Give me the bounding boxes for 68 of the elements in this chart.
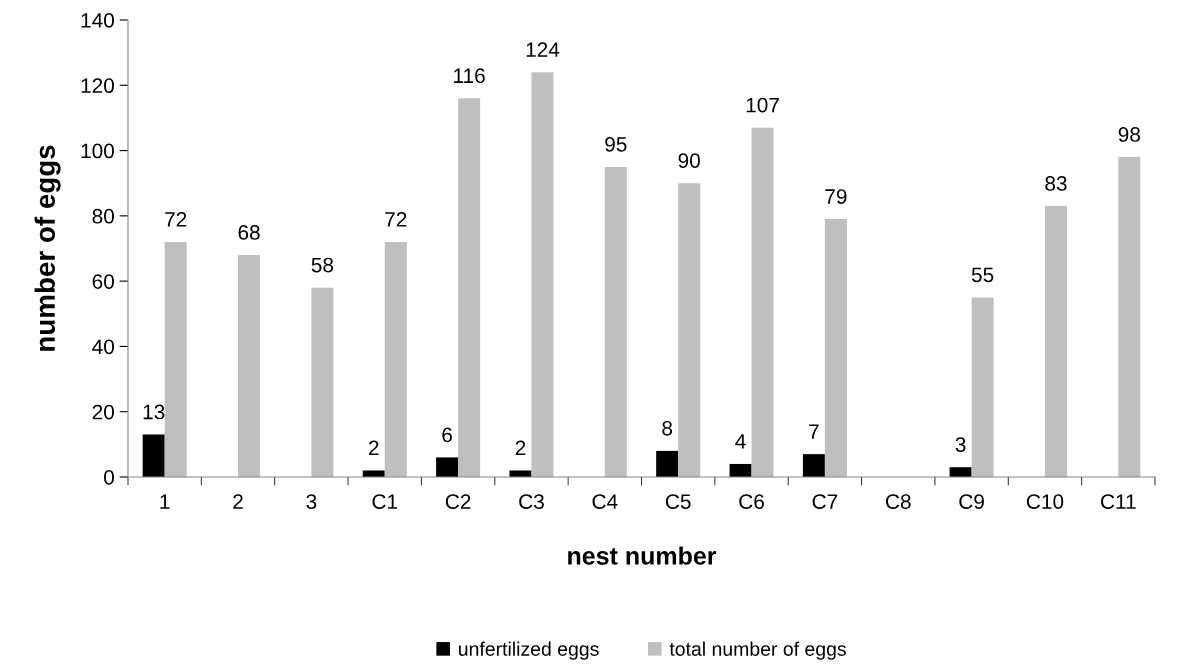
- bar: [311, 287, 334, 477]
- data-label: 55: [971, 267, 994, 283]
- x-tick-label: C6: [739, 494, 764, 509]
- bar: [1044, 206, 1067, 477]
- data-label: 72: [165, 211, 187, 227]
- x-tick-label: C9: [959, 494, 984, 509]
- y-tick-label: 80: [92, 208, 114, 224]
- bar: [678, 183, 701, 477]
- bar: [509, 470, 532, 477]
- data-label: 107: [746, 97, 779, 113]
- bar: [604, 166, 627, 477]
- bar: [164, 241, 187, 477]
- bar: [458, 98, 481, 477]
- bar: [802, 454, 825, 477]
- data-label: 72: [385, 211, 407, 227]
- bar: [384, 241, 407, 477]
- data-label: 2: [369, 440, 379, 456]
- y-tick-label: 120: [81, 78, 114, 94]
- data-label: 116: [454, 68, 485, 84]
- bar: [531, 72, 554, 477]
- bar: [824, 219, 847, 477]
- data-label: 4: [735, 434, 746, 449]
- x-tick-label: C1: [372, 494, 398, 509]
- x-tick-label: 2: [233, 494, 243, 509]
- x-tick-label: 1: [160, 494, 170, 509]
- x-tick-label: C8: [885, 494, 911, 509]
- y-tick-label: 140: [81, 13, 114, 28]
- data-label: 58: [311, 257, 334, 273]
- data-label: 98: [1118, 127, 1141, 142]
- x-tick-label: C3: [519, 494, 544, 509]
- data-label: 79: [825, 189, 847, 204]
- x-tick-label: 3: [306, 494, 317, 509]
- data-label: 7: [809, 424, 819, 439]
- data-label: 83: [1045, 176, 1067, 191]
- x-tick-label: C7: [812, 494, 838, 509]
- data-label: 124: [526, 42, 560, 57]
- y-tick-label: 20: [92, 404, 114, 420]
- bar: [971, 297, 994, 477]
- data-label: 8: [662, 420, 673, 436]
- bar: [1118, 157, 1141, 477]
- x-tick-label: C5: [665, 494, 691, 509]
- y-tick-label: 0: [104, 470, 114, 485]
- data-label: 95: [605, 136, 627, 152]
- bar: [362, 470, 385, 477]
- y-tick-label: 100: [81, 143, 114, 159]
- bar: [238, 255, 261, 477]
- data-label: 2: [515, 440, 526, 456]
- bar: [436, 457, 459, 477]
- bar: [142, 434, 165, 477]
- legend-label: total number of eggs: [669, 641, 846, 660]
- legend-label: unfertilized eggs: [459, 641, 599, 660]
- y-axis-title: number of eggs: [34, 145, 61, 351]
- x-tick-label: C4: [592, 494, 618, 509]
- data-label: 90: [678, 153, 700, 168]
- y-tick-label: 60: [92, 274, 114, 289]
- bar: [729, 463, 752, 477]
- x-tick-label: C10: [1026, 494, 1064, 509]
- data-label: 68: [238, 225, 260, 240]
- bar: [949, 467, 972, 477]
- data-label: 3: [955, 437, 966, 452]
- x-tick-label: C11: [1101, 494, 1136, 509]
- x-axis-title: nest number: [568, 546, 717, 565]
- data-label: 6: [442, 427, 452, 443]
- data-label: 13: [143, 404, 165, 420]
- x-tick-label: C2: [445, 494, 471, 509]
- bar: [656, 450, 679, 477]
- bar: [751, 127, 774, 477]
- y-tick-label: 40: [92, 339, 114, 355]
